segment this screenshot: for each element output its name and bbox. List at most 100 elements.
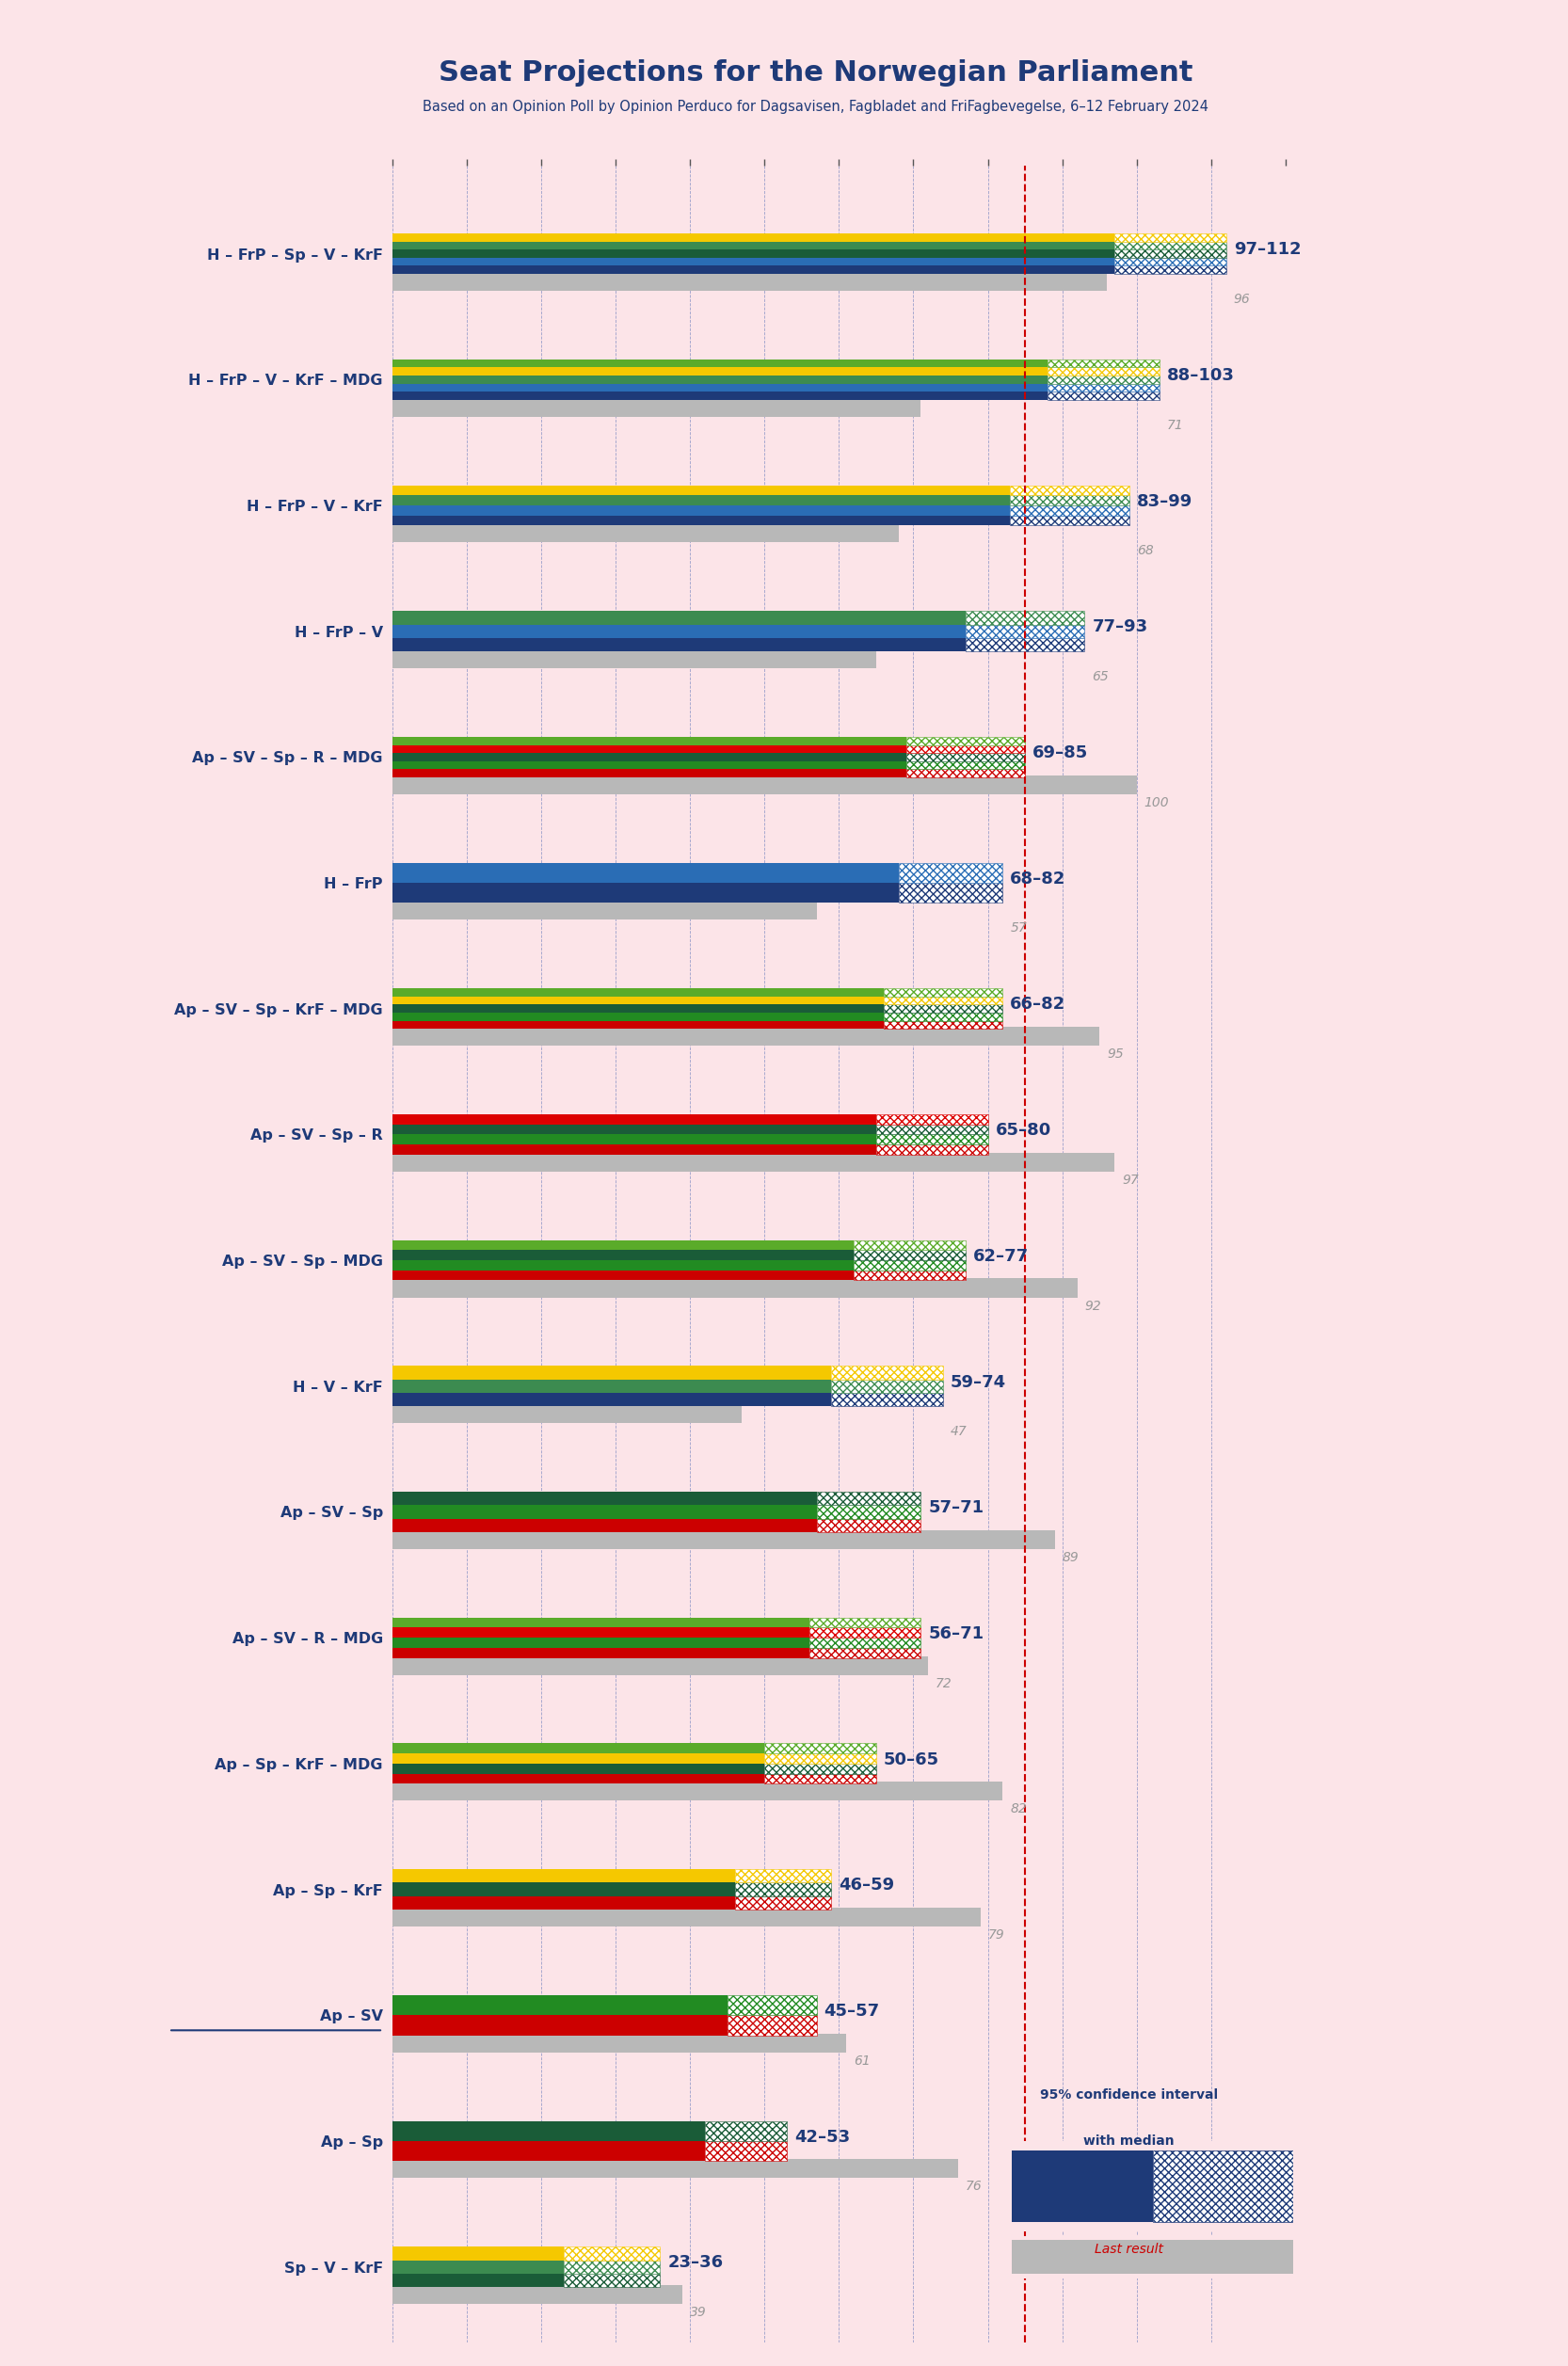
Bar [392, 2160, 958, 2179]
Bar [764, 1763, 877, 1774]
Bar [392, 1618, 809, 1628]
Bar [392, 367, 1047, 376]
Bar [392, 1152, 1115, 1171]
Bar [392, 1027, 1099, 1046]
Bar [906, 752, 1025, 762]
Text: 56–71: 56–71 [928, 1625, 983, 1642]
Bar [392, 745, 906, 752]
Bar [877, 1133, 988, 1145]
Bar [898, 883, 1004, 904]
Text: 57: 57 [1010, 923, 1027, 935]
Text: 69–85: 69–85 [1032, 745, 1088, 762]
Bar [1047, 360, 1159, 367]
Bar [906, 769, 1025, 776]
Bar [704, 2120, 787, 2141]
Bar [392, 2032, 847, 2051]
Text: 83–99: 83–99 [1137, 492, 1193, 509]
Bar [1011, 2151, 1152, 2222]
Bar [966, 625, 1085, 639]
Text: with median: with median [1083, 2134, 1174, 2148]
Bar [392, 1006, 883, 1013]
Bar [563, 2274, 660, 2288]
Bar [817, 1519, 920, 1533]
Bar [966, 610, 1085, 625]
Bar [392, 1271, 853, 1280]
Bar [392, 1995, 728, 2016]
Bar [392, 506, 1010, 516]
Bar [1011, 2241, 1294, 2274]
Bar [764, 1774, 877, 1784]
Bar [392, 1763, 764, 1774]
Bar [392, 523, 898, 542]
Bar [392, 1133, 877, 1145]
Bar [966, 639, 1085, 651]
Bar [392, 1261, 853, 1271]
Bar [1152, 2151, 1294, 2222]
Bar [883, 1020, 1004, 1029]
Bar [392, 864, 898, 883]
Bar [734, 1895, 831, 1909]
Bar [392, 996, 883, 1006]
Bar [392, 1394, 831, 1405]
Bar [392, 234, 1115, 241]
Bar [906, 762, 1025, 769]
Bar [392, 1493, 817, 1505]
Bar [853, 1261, 966, 1271]
Text: 88–103: 88–103 [1167, 367, 1234, 383]
Bar [392, 1379, 831, 1394]
Bar [898, 864, 1004, 883]
Bar [392, 1531, 1055, 1550]
Text: Seat Projections for the Norwegian Parliament: Seat Projections for the Norwegian Parli… [437, 59, 1193, 88]
Text: 89: 89 [1062, 1552, 1079, 1564]
Bar [1115, 265, 1226, 274]
Bar [392, 251, 1115, 258]
Text: 39: 39 [690, 2307, 707, 2319]
Bar [392, 2120, 704, 2141]
Bar [877, 1124, 988, 1133]
Bar [392, 1405, 742, 1424]
Bar [392, 1774, 764, 1784]
Bar [883, 989, 1004, 996]
Bar [392, 1365, 831, 1379]
Bar [392, 397, 920, 416]
Bar [392, 1249, 853, 1261]
Text: 68: 68 [1137, 544, 1154, 558]
Bar [831, 1394, 942, 1405]
Bar [392, 1869, 734, 1883]
Bar [906, 745, 1025, 752]
Bar [1115, 234, 1226, 241]
Bar [392, 1519, 817, 1533]
Bar [764, 1744, 877, 1753]
Text: 100: 100 [1145, 795, 1170, 809]
Bar [392, 762, 906, 769]
Text: 23–36: 23–36 [668, 2255, 723, 2271]
Bar [877, 1114, 988, 1124]
Bar [392, 258, 1115, 265]
Bar [392, 901, 817, 920]
Bar [883, 1013, 1004, 1020]
Bar [853, 1271, 966, 1280]
Bar [764, 1753, 877, 1763]
Bar [563, 2260, 660, 2274]
Bar [1047, 367, 1159, 376]
Bar [853, 1249, 966, 1261]
Bar [392, 610, 966, 625]
Bar [392, 1240, 853, 1249]
Bar [809, 1647, 920, 1659]
Bar [392, 776, 1137, 795]
Bar [1115, 251, 1226, 258]
Bar [1010, 516, 1129, 525]
Bar [392, 376, 1047, 383]
Bar [1047, 376, 1159, 383]
Text: 79: 79 [988, 1928, 1005, 1942]
Text: 46–59: 46–59 [839, 1876, 894, 1893]
Text: 66–82: 66–82 [1010, 996, 1066, 1013]
Text: 72: 72 [936, 1677, 952, 1689]
Bar [392, 1895, 734, 1909]
Bar [392, 2248, 563, 2260]
Text: 82: 82 [1010, 1803, 1027, 1815]
Bar [392, 1628, 809, 1637]
Text: 97: 97 [1121, 1174, 1138, 1188]
Bar [728, 1995, 817, 2016]
Bar [1010, 506, 1129, 516]
